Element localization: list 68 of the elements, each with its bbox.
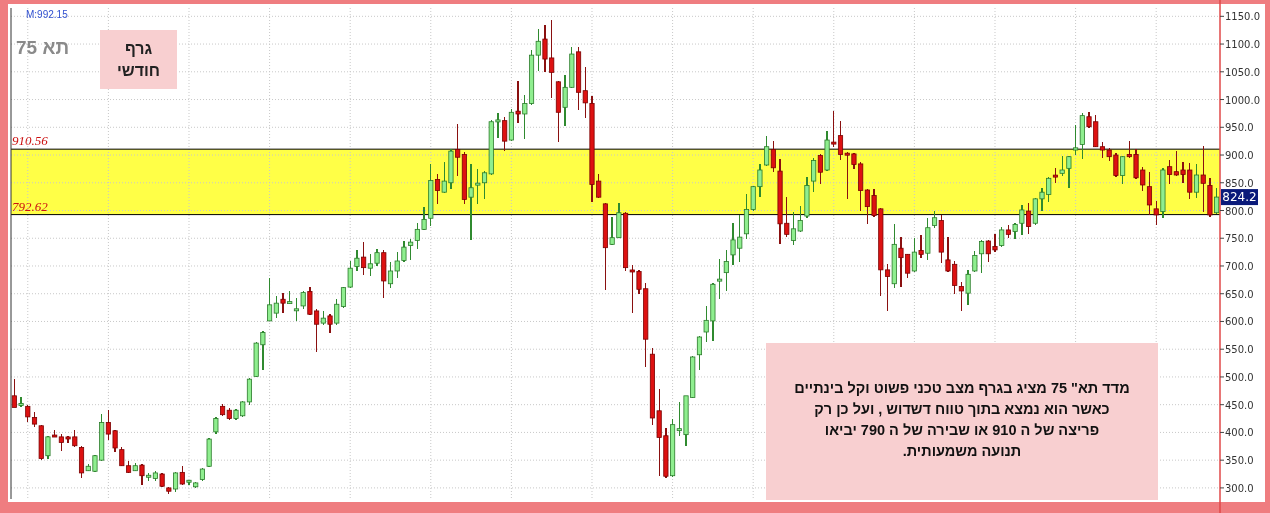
candlestick	[958, 281, 964, 312]
candlestick	[11, 377, 17, 409]
y-tick-label: 400.0	[1225, 427, 1254, 439]
candlestick	[1167, 159, 1173, 186]
y-tick-label: 750.0	[1225, 233, 1254, 245]
text: גרף חודשי	[116, 40, 161, 79]
candlestick	[1193, 163, 1200, 199]
text: תא 75	[16, 37, 70, 58]
candlestick	[911, 237, 917, 273]
candlestick	[717, 258, 723, 300]
candlestick	[817, 153, 823, 185]
candlestick	[139, 463, 145, 486]
annotation: מדד תא" 75 מציג בגרף מצב טכני פשוט וקל בינתיים כאשר הוא נמצא בתוך טווח דשדוש , ועל כן רק פריצה של ה 910 או שבירה של ה 790 יביאו תנועה משמעותית.	[794, 380, 1130, 459]
y-tick-label: 1000.0	[1225, 94, 1260, 106]
ref-line-label: 792.62	[12, 198, 49, 214]
annotation: M:992.15	[26, 9, 69, 20]
candlestick	[455, 123, 461, 177]
annotation: 824.2	[1222, 190, 1257, 205]
ref-line-label: 910.56	[12, 133, 49, 149]
y-tick-label: 600.0	[1225, 316, 1254, 328]
candlestick	[999, 226, 1005, 248]
y-tick-label: 1100.0	[1225, 39, 1260, 51]
candlestick	[280, 291, 286, 314]
y-tick-label: 300.0	[1225, 482, 1254, 494]
y-tick-label: 700.0	[1225, 260, 1254, 272]
candlestick	[354, 249, 360, 272]
candlestick	[361, 240, 367, 276]
candlestick	[1153, 200, 1159, 227]
candlestick	[979, 239, 985, 274]
candlestick	[434, 173, 441, 205]
candlestick	[1059, 154, 1065, 177]
candlestick	[18, 396, 24, 408]
candlestick	[723, 249, 729, 292]
candlestick	[273, 295, 279, 319]
candlestick	[1200, 144, 1206, 213]
y-tick-label: 450.0	[1225, 399, 1254, 411]
y-tick-label: 1150.0	[1225, 11, 1260, 23]
candlestick	[173, 471, 179, 493]
candlestick	[696, 335, 703, 371]
y-tick-label: 350.0	[1225, 455, 1254, 467]
y-tick-label: 500.0	[1225, 371, 1254, 383]
y-tick-label: 850.0	[1225, 177, 1254, 189]
y-tick-label: 950.0	[1225, 122, 1254, 134]
y-tick-label: 550.0	[1225, 344, 1254, 356]
candlestick	[515, 80, 521, 124]
candlestick	[468, 163, 474, 241]
candlestick	[502, 116, 508, 152]
candlestick	[764, 134, 770, 167]
candlestick	[293, 296, 300, 323]
candlestick	[770, 140, 776, 173]
candlestick	[1073, 123, 1079, 156]
candlestick	[327, 313, 333, 334]
candlestick	[267, 276, 273, 323]
y-tick-label: 800.0	[1225, 205, 1254, 217]
candlestick	[1026, 202, 1032, 236]
candlestick	[300, 290, 306, 310]
candlestick	[408, 238, 414, 261]
y-tick-label: 1050.0	[1225, 66, 1260, 78]
candlestick	[179, 465, 185, 486]
candlestick	[1120, 154, 1126, 186]
y-tick-label: 900.0	[1225, 150, 1254, 162]
candlestick	[1146, 171, 1153, 216]
candlestick	[1066, 154, 1072, 189]
candlestick	[1019, 204, 1025, 236]
candlestick	[811, 157, 817, 193]
y-tick-label: 650.0	[1225, 288, 1254, 300]
candlestick	[965, 269, 971, 307]
candlestick	[918, 234, 924, 259]
